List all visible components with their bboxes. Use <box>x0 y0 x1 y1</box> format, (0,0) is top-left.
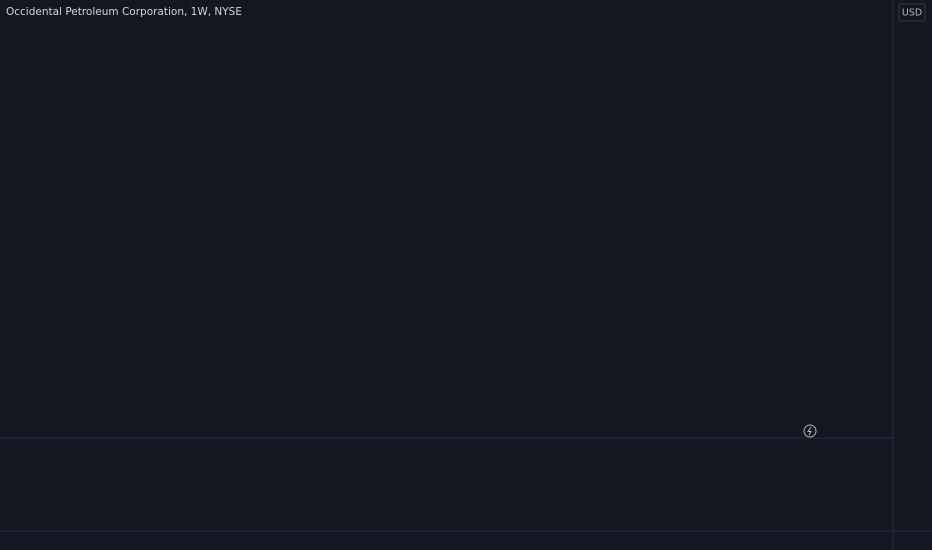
chart-title: Occidental Petroleum Corporation, 1W, NY… <box>6 6 242 18</box>
currency: USD <box>902 8 922 19</box>
alert-icon[interactable] <box>803 424 817 438</box>
currency-box[interactable] <box>898 3 926 22</box>
